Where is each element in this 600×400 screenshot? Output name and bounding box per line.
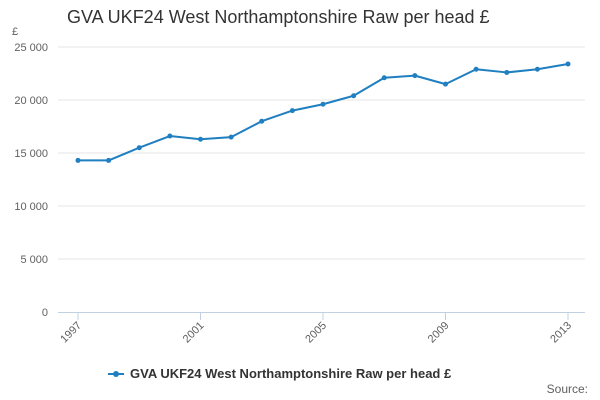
series-group [75,61,571,163]
data-point[interactable] [565,61,571,67]
x-tick-label: 2009 [426,320,452,346]
data-point[interactable] [412,73,418,79]
legend-dot [113,370,119,377]
data-point[interactable] [534,66,540,72]
x-tick-label: 1997 [58,320,84,346]
x-axis: 1997 2001 2005 2009 2013 [58,312,585,345]
y-tick-label: 10 000 [14,201,48,213]
data-point[interactable] [198,136,203,142]
series-line [78,62,569,162]
data-point[interactable] [473,66,479,72]
data-point[interactable] [106,157,112,163]
y-tick-label: 0 [42,307,48,319]
data-point[interactable] [289,108,295,114]
x-tick-label: 2001 [181,320,207,346]
y-axis-tick-labels: 0 5 000 10 000 15 000 20 000 25 000 [14,42,48,319]
y-axis-unit-label: £ [12,26,18,38]
data-point[interactable] [228,134,234,140]
chart-title: GVA UKF24 West Northamptonshire Raw per … [67,7,490,27]
data-point[interactable] [504,69,510,75]
y-tick-label: 25 000 [14,42,48,54]
data-point[interactable] [320,101,326,107]
y-tick-label: 15 000 [14,148,48,160]
data-point[interactable] [167,133,173,139]
legend-label: GVA UKF24 West Northamptonshire Raw per … [130,366,452,381]
data-point[interactable] [259,118,265,124]
data-point[interactable] [351,93,357,99]
data-point[interactable] [381,75,387,81]
y-tick-label: 5 000 [20,254,48,266]
grid-lines [58,46,585,260]
x-tick-label: 2005 [303,320,329,346]
data-point[interactable] [75,157,81,163]
data-point[interactable] [443,81,448,87]
x-tick-label: 2013 [548,320,574,346]
legend[interactable]: GVA UKF24 West Northamptonshire Raw per … [108,366,451,381]
data-point[interactable] [136,145,142,151]
y-tick-label: 20 000 [14,95,48,107]
source-label: Source: [546,382,588,396]
legend-marker [108,369,124,379]
